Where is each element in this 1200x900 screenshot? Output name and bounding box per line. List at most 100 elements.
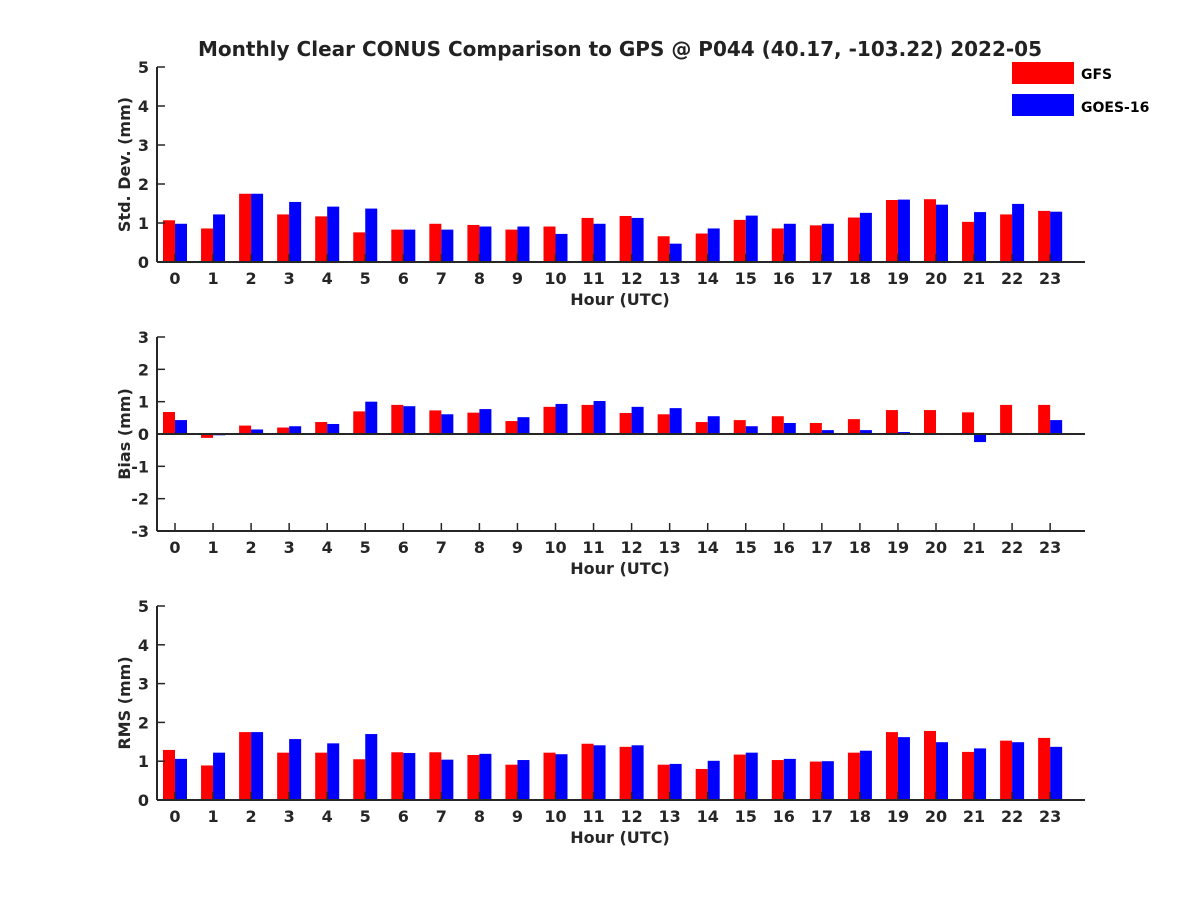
x-tick-label: 20 <box>925 807 947 826</box>
legend-label-goes16: GOES-16 <box>1081 100 1149 116</box>
bar-gfs-hour-5 <box>353 759 366 800</box>
x-tick-label: 7 <box>436 807 447 826</box>
x-tick-label: 23 <box>1039 538 1061 557</box>
bar-goes16-hour-17 <box>821 761 834 800</box>
x-tick-label: 18 <box>849 807 871 826</box>
x-axis-label: Hour (UTC) <box>570 290 670 309</box>
y-tick-label: 0 <box>138 791 149 810</box>
bar-goes16-hour-19 <box>897 737 910 800</box>
bar-goes16-hour-20 <box>936 742 948 800</box>
x-tick-label: 5 <box>360 807 371 826</box>
legend-swatch-goes16 <box>1012 94 1074 116</box>
legend-label-gfs: GFS <box>1081 67 1112 83</box>
x-tick-label: 4 <box>322 538 333 557</box>
x-tick-label: 6 <box>398 807 409 826</box>
bar-goes16-hour-5 <box>365 734 378 800</box>
bar-goes16-hour-0 <box>175 420 187 434</box>
x-axis-label: Hour (UTC) <box>570 559 670 578</box>
bar-gfs-hour-21 <box>962 751 975 800</box>
x-tick-label: 14 <box>697 538 719 557</box>
x-tick-label: 4 <box>322 807 333 826</box>
bar-goes16-hour-16 <box>783 758 796 800</box>
x-tick-label: 8 <box>474 538 485 557</box>
bar-gfs-hour-1 <box>201 765 214 800</box>
bar-gfs-hour-2 <box>239 193 252 262</box>
bar-gfs-hour-7 <box>429 752 442 800</box>
x-tick-label: 12 <box>620 807 642 826</box>
bar-gfs-hour-5 <box>353 411 366 434</box>
x-tick-label: 8 <box>474 269 485 288</box>
bar-goes16-hour-18 <box>859 750 872 800</box>
bar-goes16-hour-9 <box>517 226 530 262</box>
bar-goes16-hour-17 <box>821 430 834 434</box>
x-tick-label: 12 <box>620 269 642 288</box>
bar-goes16-hour-20 <box>936 204 948 262</box>
bar-gfs-hour-14 <box>695 768 708 800</box>
bar-goes16-hour-23 <box>1050 211 1063 262</box>
x-tick-label: 1 <box>207 269 218 288</box>
y-tick-label: 1 <box>138 393 149 412</box>
bar-gfs-hour-16 <box>771 760 784 800</box>
x-tick-label: 17 <box>811 269 833 288</box>
bar-gfs-hour-23 <box>1038 404 1051 434</box>
x-tick-label: 0 <box>169 269 180 288</box>
bar-gfs-hour-8 <box>467 754 480 800</box>
bar-gfs-hour-20 <box>924 730 936 800</box>
x-tick-label: 23 <box>1039 269 1061 288</box>
bar-goes16-hour-2 <box>251 732 264 800</box>
x-tick-label: 5 <box>360 269 371 288</box>
bar-goes16-hour-15 <box>745 752 758 800</box>
x-tick-label: 9 <box>512 269 523 288</box>
bar-gfs-hour-10 <box>543 752 556 800</box>
bar-goes16-hour-21 <box>974 434 987 443</box>
bar-goes16-hour-8 <box>479 226 492 262</box>
bar-goes16-hour-4 <box>327 743 340 800</box>
bar-goes16-hour-5 <box>365 208 378 262</box>
x-tick-label: 12 <box>620 538 642 557</box>
bar-gfs-hour-0 <box>163 412 175 434</box>
x-tick-label: 22 <box>1001 538 1023 557</box>
bar-gfs-hour-8 <box>467 412 480 434</box>
bar-gfs-hour-23 <box>1038 737 1051 800</box>
bar-gfs-hour-10 <box>543 226 556 262</box>
bar-gfs-hour-4 <box>315 422 328 434</box>
x-tick-label: 1 <box>207 538 218 557</box>
bar-goes16-hour-1 <box>213 752 226 800</box>
bar-goes16-hour-7 <box>441 229 454 262</box>
x-tick-label: 18 <box>849 269 871 288</box>
bar-goes16-hour-8 <box>479 409 492 434</box>
x-tick-label: 2 <box>246 807 257 826</box>
y-tick-label: 1 <box>138 752 149 771</box>
x-axis-label: Hour (UTC) <box>570 828 670 847</box>
bar-goes16-hour-9 <box>517 760 530 800</box>
x-tick-label: 13 <box>659 269 681 288</box>
bar-gfs-hour-9 <box>505 764 518 800</box>
bar-gfs-hour-3 <box>277 214 290 262</box>
x-tick-label: 19 <box>887 807 909 826</box>
bar-gfs-hour-19 <box>885 410 898 434</box>
bar-gfs-hour-22 <box>1000 740 1013 800</box>
bar-gfs-hour-13 <box>657 236 670 262</box>
bar-goes16-hour-11 <box>593 401 606 434</box>
bar-gfs-hour-3 <box>277 427 290 434</box>
bar-gfs-hour-12 <box>619 215 632 262</box>
bar-goes16-hour-21 <box>974 748 987 800</box>
x-tick-label: 21 <box>963 807 985 826</box>
bar-gfs-hour-16 <box>771 416 784 434</box>
bar-gfs-hour-1 <box>201 434 214 438</box>
bar-goes16-hour-11 <box>593 223 606 262</box>
y-tick-label: 3 <box>138 328 149 347</box>
x-tick-label: 6 <box>398 538 409 557</box>
bar-goes16-hour-2 <box>251 429 264 434</box>
bar-goes16-hour-2 <box>251 193 264 262</box>
y-tick-label: 5 <box>138 58 149 77</box>
y-tick-label: 4 <box>138 97 149 116</box>
bar-goes16-hour-10 <box>555 233 568 262</box>
x-tick-label: 7 <box>436 269 447 288</box>
bar-goes16-hour-8 <box>479 753 492 800</box>
bar-gfs-hour-15 <box>733 420 746 434</box>
